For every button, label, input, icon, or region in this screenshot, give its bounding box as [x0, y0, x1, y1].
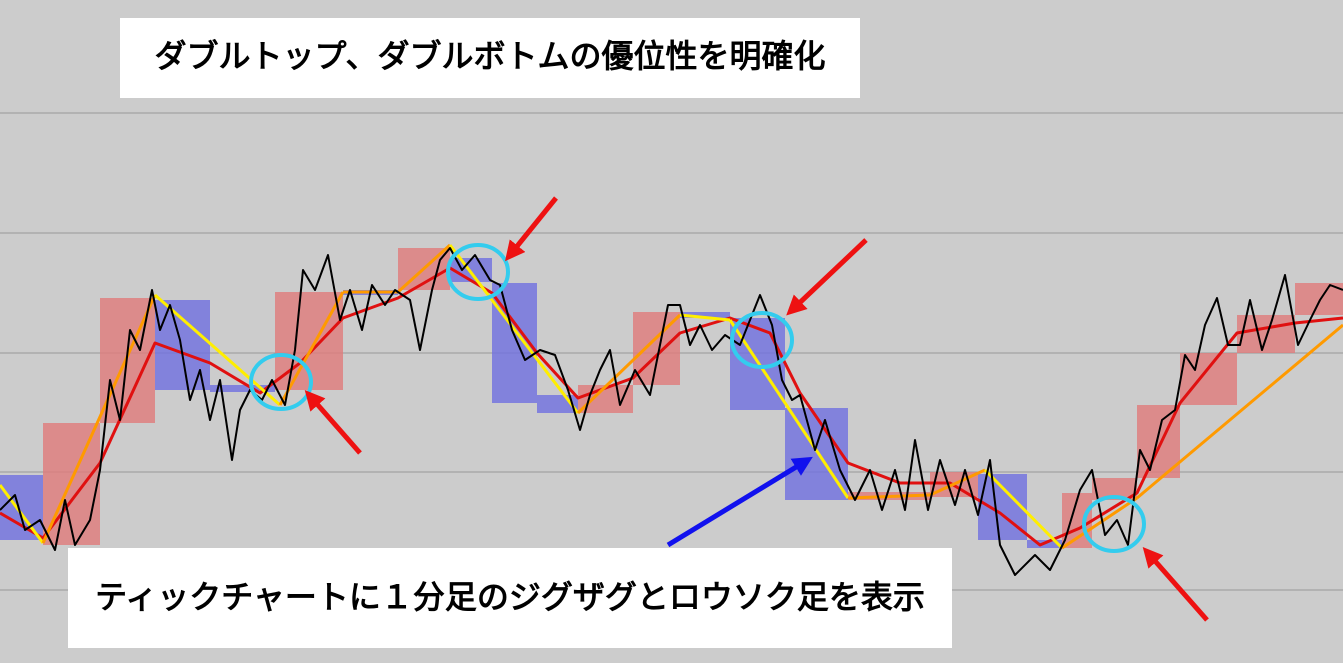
- caption: ティックチャートに１分足のジグザグとロウソク足を表示: [95, 578, 925, 616]
- title-box: [120, 18, 860, 98]
- plot: [0, 243, 1343, 576]
- candle: [1295, 283, 1343, 315]
- highlight-circle: [1082, 495, 1146, 553]
- zigzag-segment: [0, 484, 45, 544]
- arrow: [504, 196, 558, 262]
- candle: [680, 312, 730, 318]
- highlight-circle: [249, 353, 313, 411]
- zigzag-segment: [728, 319, 850, 499]
- caption-box: [68, 548, 952, 648]
- arrow: [304, 389, 362, 455]
- candle: [210, 385, 275, 392]
- annotations: [249, 196, 1209, 622]
- tick-line: [0, 247, 1343, 576]
- zigzag-segment: [679, 313, 731, 322]
- title: ダブルトップ、ダブルボトムの優位性を明確化: [154, 37, 825, 75]
- arrow: [786, 238, 868, 316]
- zigzag-segment: [1136, 323, 1343, 500]
- zigzag-segment: [41, 294, 157, 544]
- zigzag-segment: [929, 468, 986, 497]
- zigzag-segment: [847, 493, 931, 500]
- arrow: [1142, 546, 1209, 622]
- moving-average: [0, 266, 1343, 547]
- zigzag-segment: [983, 468, 1064, 550]
- zigzag-segment: [490, 299, 580, 414]
- zigzag-segment: [1061, 496, 1138, 550]
- zigzag-segment: [278, 291, 345, 406]
- zigzag-segment: [154, 293, 281, 407]
- highlight-circle: [730, 311, 794, 369]
- zigzag-segment: [396, 243, 452, 294]
- highlight-circle: [446, 243, 510, 301]
- candle: [0, 475, 43, 540]
- candle: [1092, 478, 1137, 500]
- candle: [1237, 315, 1295, 353]
- arrow: [666, 456, 813, 548]
